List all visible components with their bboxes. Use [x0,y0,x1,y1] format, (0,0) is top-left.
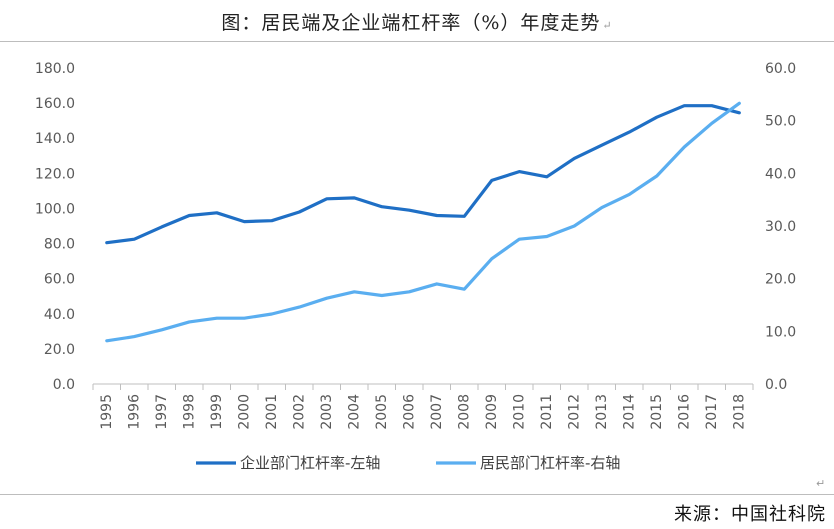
x-tick-label: 2013 [594,394,610,430]
y-left-tick-label: 80.0 [44,237,75,253]
top-rule [0,41,834,42]
y-right-tick-label: 50.0 [765,114,796,130]
y-right-tick-label: 0.0 [765,377,787,393]
x-tick-label: 1996 [126,394,142,430]
y-left-tick-label: 40.0 [44,307,75,323]
return-mark: ↵ [602,19,613,32]
x-tick-label: 2015 [649,394,665,430]
chart-legend: 企业部门杠杆率-左轴 居民部门杠杆率-右轴 [196,454,620,472]
x-tick-label: 2005 [374,394,390,430]
y-left-tick-label: 180.0 [35,61,75,77]
x-tick-label: 2016 [676,394,692,430]
x-tick-label: 2006 [401,394,417,430]
x-tick-label: 1997 [154,394,170,430]
x-tick-label: 2002 [291,394,307,430]
x-tick-label: 2001 [264,394,280,430]
return-mark-bottom: ↵ [816,477,826,490]
x-tick-label: 2011 [539,394,555,430]
y-left-tick-label: 20.0 [44,342,75,358]
x-tick-label: 2014 [621,394,637,430]
y-left-tick-label: 120.0 [35,166,75,182]
x-tick-label: 2010 [511,394,527,430]
y-left-tick-label: 160.0 [35,96,75,112]
x-tick-label: 2018 [731,394,747,430]
legend-label: 居民部门杠杆率-右轴 [480,454,620,472]
y-right-tick-label: 40.0 [765,166,796,182]
x-tick-label: 1995 [99,394,115,430]
x-tick-label: 2017 [704,394,720,430]
x-tick-label: 2012 [566,394,582,430]
y-right-tick-label: 10.0 [765,324,796,340]
x-tick-label: 2008 [456,394,472,430]
y-right-tick-label: 30.0 [765,219,796,235]
y-right-tick-label: 60.0 [765,61,796,77]
x-tick-label: 2003 [319,394,335,430]
y-right-tick-label: 20.0 [765,272,796,288]
x-tick-label: 2004 [346,394,362,430]
x-tick-label: 2000 [236,394,252,430]
y-left-tick-label: 0.0 [53,377,75,393]
chart-title: 图：居民端及企业端杠杆率（%）年度走势 ↵ [221,12,613,34]
chart-series [105,101,741,343]
x-tick-label: 2009 [484,394,500,430]
series-line-corporate [105,104,741,245]
source-note: 来源：中国社科院 [674,504,826,525]
bottom-rule [0,494,834,495]
legend-label: 企业部门杠杆率-左轴 [240,454,380,472]
x-tick-label: 2007 [429,394,445,430]
series-line-household [105,101,741,343]
y-left-tick-label: 140.0 [35,131,75,147]
x-tick-label: 1999 [209,394,225,430]
x-tick-label: 1998 [181,394,197,430]
chart-axes: 1995 1996 1997 1998 1999 2000 2001 2002 2003 2004… [35,61,796,430]
y-left-tick-label: 60.0 [44,272,75,288]
y-left-tick-label: 100.0 [35,201,75,217]
